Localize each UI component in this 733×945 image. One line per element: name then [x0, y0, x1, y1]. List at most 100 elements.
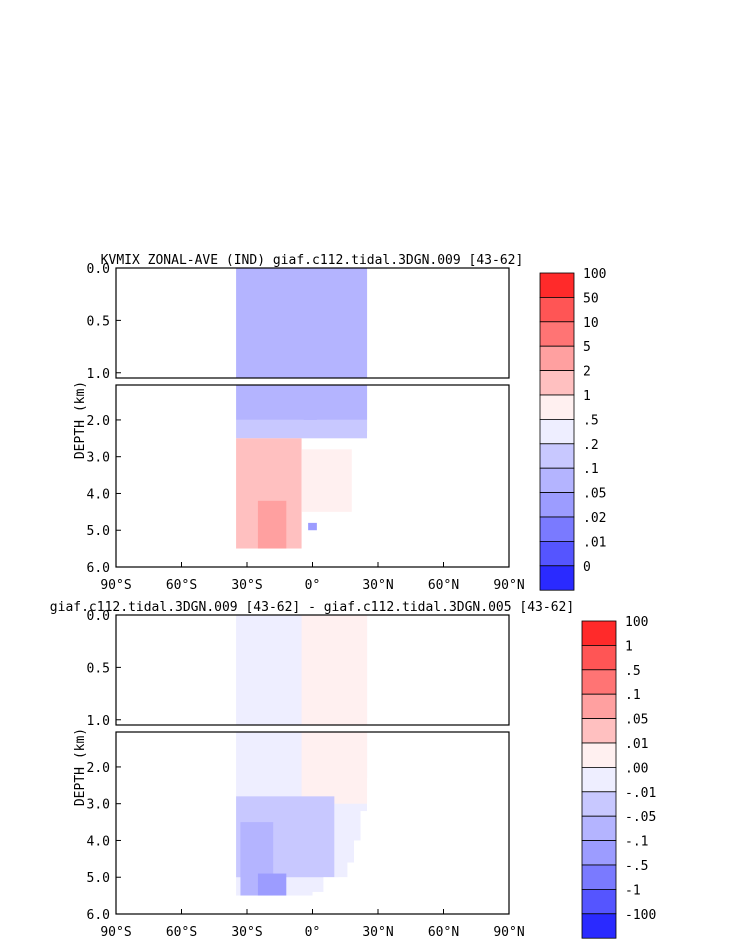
chart2-lower-ytick-label-2: 4.0: [87, 834, 110, 849]
chart1-xtick-label-5: 60°N: [428, 578, 459, 593]
chart2-colorbar-swatch-10: [581, 864, 617, 890]
chart1-colorbar-swatch-6: [539, 418, 575, 445]
chart1-colorbar-swatch-7: [539, 443, 575, 469]
chart2-lower-ytick-label-3: 5.0: [87, 871, 110, 886]
chart1-colorbar-label-3: 5: [583, 340, 591, 355]
chart1-colorbar-label-5: 1: [583, 389, 591, 404]
chart1-colorbar-swatch-4: [539, 370, 575, 396]
chart2-xtick-label-6: 90°N: [493, 925, 524, 940]
chart1-colorbar-label-4: 2: [583, 365, 591, 380]
chart1-colorbar-label-9: .05: [583, 487, 606, 502]
chart1-colorbar-swatch-1: [539, 296, 575, 323]
chart2-colorbar-label-6: .00: [625, 761, 648, 776]
chart2-colorbar-swatch-11: [581, 889, 617, 915]
chart2-colorbar-label-3: .1: [625, 688, 641, 703]
chart2-xtick-label-0: 90°S: [100, 925, 131, 940]
chart1-lower-ytick-label-1: 3.0: [87, 451, 110, 466]
chart2-upper-ytick-label-0: 0.0: [87, 609, 110, 624]
chart2-colorbar-swatch-9: [581, 840, 617, 866]
chart1-colorbar-label-6: .5: [583, 413, 599, 428]
chart2-region-deep-negative-strong-lower: [257, 873, 287, 896]
chart2-colorbar-label-5: .01: [625, 737, 648, 752]
chart1-colorbar-label-10: .02: [583, 511, 606, 526]
chart2-colorbar-swatch-5: [581, 742, 617, 768]
chart1-xtick-label-3: 0°: [305, 578, 321, 593]
chart2-upper-panel-frame: [115, 614, 510, 726]
chart2-colorbar-label-4: .05: [625, 713, 648, 728]
chart1-lower-ytick-label-4: 6.0: [87, 561, 110, 576]
chart2-upper-ytick-label-1: 0.5: [87, 661, 110, 676]
chart2-upper-ytick-label-2: 1.0: [87, 714, 110, 729]
chart1-colorbar-swatch-9: [539, 492, 575, 518]
chart1-region-deep-mixing-core-lower: [257, 500, 287, 549]
chart2-colorbar-label-1: 1: [625, 639, 633, 654]
chart1-colorbar-label-11: .01: [583, 535, 606, 550]
chart1-region-deep-mixing-north-lower: [301, 449, 352, 512]
chart1-region-upper-column-upper: [236, 268, 368, 378]
chart1-title: KVMIX ZONAL-AVE (IND) giaf.c112.tidal.3D…: [101, 253, 524, 268]
chart2-colorbar-label-9: -.1: [625, 835, 648, 850]
chart1-seafloor-mask-bottom: [236, 548, 370, 567]
chart1-colorbar-swatch-8: [539, 467, 575, 494]
chart2-title: giaf.c112.tidal.3DGN.009 [43-62] - giaf.…: [50, 600, 574, 615]
chart2-colorbar-swatch-6: [581, 767, 617, 793]
chart1-colorbar-label-0: 100: [583, 267, 606, 282]
chart2-region-north-positive-lower: [301, 732, 368, 804]
chart1-colorbar-swatch-3: [539, 345, 575, 372]
chart1-colorbar-label-7: .2: [583, 438, 599, 453]
chart1-colorbar-swatch-5: [539, 394, 575, 420]
chart2-xtick-label-2: 30°S: [231, 925, 262, 940]
chart1-colorbar-label-2: 10: [583, 316, 599, 331]
chart1-upper-panel-frame: [115, 267, 510, 379]
chart1-colorbar-label-8: .1: [583, 462, 599, 477]
chart2-colorbar-swatch-4: [581, 718, 617, 744]
chart1-region-equatorial-deep-lower: [308, 522, 317, 531]
chart1-colorbar-swatch-11: [539, 541, 575, 567]
chart1-colorbar-swatch-2: [539, 321, 575, 347]
chart1-lower-ytick-label-3: 5.0: [87, 524, 110, 539]
chart2-colorbar-label-0: 100: [625, 615, 648, 630]
chart2-colorbar-swatch-1: [581, 645, 617, 671]
chart2-colorbar-label-8: -.05: [625, 810, 656, 825]
chart1-xtick-label-6: 90°N: [493, 578, 524, 593]
chart1-region-deep-column-lower: [236, 419, 368, 439]
chart2-xtick-label-4: 30°N: [362, 925, 393, 940]
chart1-xtick-label-1: 60°S: [166, 578, 197, 593]
chart2-colorbar-label-10: -.5: [625, 859, 648, 874]
chart2-colorbar-label-7: -.01: [625, 786, 656, 801]
chart1-region-upper-column-lower: [236, 385, 368, 420]
chart2-colorbar-label-12: -100: [625, 908, 656, 923]
chart2-colorbar-swatch-2: [581, 669, 617, 695]
chart2-colorbar-swatch-12: [581, 913, 617, 939]
chart1-xtick-label-4: 30°N: [362, 578, 393, 593]
chart2-lower-ytick-label-0: 2.0: [87, 761, 110, 776]
chart2-xtick-label-1: 60°S: [166, 925, 197, 940]
chart2-seafloor-mask-bottom: [236, 895, 370, 914]
chart2-xtick-label-3: 0°: [305, 925, 321, 940]
chart2-ylabel: DEPTH (km): [73, 728, 88, 806]
chart1-upper-ytick-label-2: 1.0: [87, 367, 110, 382]
chart2-colorbar-swatch-7: [581, 791, 617, 817]
chart1-xtick-label-0: 90°S: [100, 578, 131, 593]
chart1-ylabel: DEPTH (km): [73, 381, 88, 459]
chart1-colorbar-label-12: 0: [583, 560, 591, 575]
chart2-lower-ytick-label-1: 3.0: [87, 798, 110, 813]
chart1-colorbar-swatch-10: [539, 516, 575, 542]
chart1-colorbar-label-1: 50: [583, 291, 599, 306]
chart2-colorbar-label-2: .5: [625, 664, 641, 679]
chart2-colorbar-swatch-0: [581, 620, 617, 646]
chart2-colorbar-swatch-3: [581, 693, 617, 720]
chart1-upper-ytick-label-0: 0.0: [87, 262, 110, 277]
chart2-xtick-label-5: 60°N: [428, 925, 459, 940]
chart2-lower-ytick-label-4: 6.0: [87, 908, 110, 923]
chart2-region-north-positive-upper: [301, 615, 368, 725]
chart1-lower-ytick-label-2: 4.0: [87, 487, 110, 502]
chart1-upper-ytick-label-1: 0.5: [87, 314, 110, 329]
chart1-lower-ytick-label-0: 2.0: [87, 414, 110, 429]
chart1-colorbar-swatch-0: [539, 272, 575, 298]
chart1-colorbar-swatch-12: [539, 565, 575, 591]
chart1-xtick-label-2: 30°S: [231, 578, 262, 593]
chart2-colorbar-swatch-8: [581, 815, 617, 842]
chart2-colorbar-label-11: -1: [625, 883, 641, 898]
